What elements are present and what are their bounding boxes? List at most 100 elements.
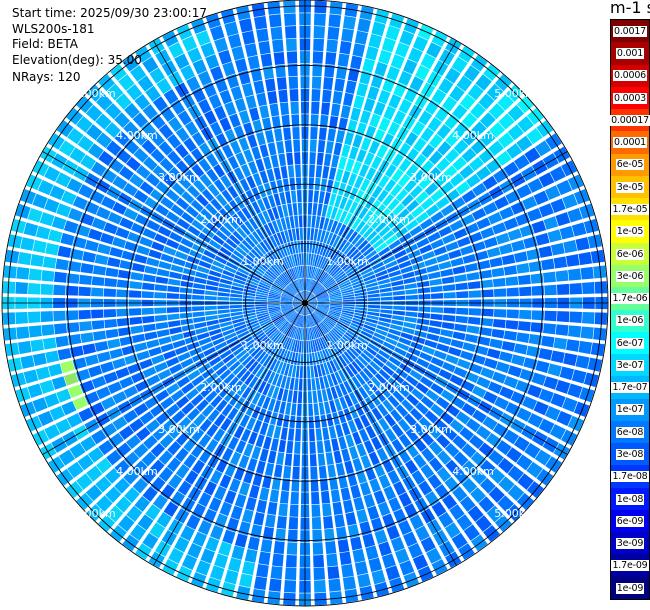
range-gate-cell [378,49,392,65]
range-gate-cell [82,343,97,355]
range-gate-cell [340,284,352,291]
range-gate-cell [37,410,54,427]
range-gate-cell [466,271,480,281]
range-gate-cell [255,228,266,241]
range-gate-cell [312,312,321,323]
range-gate-cell [352,317,365,324]
range-gate-cell [267,384,275,398]
range-gate-cell [383,105,396,121]
range-gate-cell [507,228,522,241]
range-gate-cell [398,520,413,536]
range-gate-cell [305,291,309,301]
range-gate-cell [181,191,195,204]
range-gate-cell [326,413,334,427]
range-gate-cell [186,255,200,265]
range-gate-cell [170,491,186,507]
range-gate-cell [210,265,224,273]
range-gate-cell [322,349,329,362]
range-gate-cell [533,401,549,416]
range-gate-cell [300,305,304,315]
range-gate-cell [17,251,32,266]
range-gate-cell [293,301,303,303]
range-gate-cell [298,340,302,353]
range-gate-cell [352,548,366,563]
range-gate-cell [331,267,341,277]
range-gate-cell [486,432,502,448]
range-gate-cell [287,203,293,217]
range-gate-cell [357,336,369,346]
range-gate-cell [191,163,205,178]
range-gate-cell [427,116,442,132]
range-gate-cell [449,219,464,232]
range-gate-cell [255,291,269,296]
range-gate-cell [393,110,406,125]
range-gate-cell [165,238,180,250]
range-gate-cell [243,122,254,137]
range-gate-cell [112,357,127,370]
range-gate-cell [393,481,406,496]
range-gate-cell [482,416,498,431]
range-gate-cell [388,328,402,336]
range-ring [245,243,365,363]
range-gate-cell [180,358,194,369]
range-gate-cell [269,489,280,503]
range-gate-cell [371,569,386,585]
range-gate-cell [200,548,215,564]
range-gate-cell [341,312,354,317]
range-gate-cell [478,442,494,458]
range-gate-cell [438,511,454,528]
range-gate-cell [44,198,60,213]
range-gate-cell [69,147,86,164]
range-gate-cell [488,486,505,503]
range-gate-cell [229,199,241,213]
range-gate-cell [232,230,244,242]
range-gate-cell [451,56,468,74]
range-gate-cell [293,297,303,302]
range-gate-cell [308,266,312,279]
range-gate-cell [165,403,180,417]
range-gate-cell [578,251,593,266]
range-gate-cell [313,580,326,593]
range-gate-cell [142,56,159,74]
range-gate-cell [462,342,477,352]
range-gate-cell [133,342,148,352]
range-gate-cell [58,449,76,466]
range-gate-cell [236,227,248,239]
range-gate-cell [412,169,426,184]
range-gate-cell [334,398,343,412]
range-gate-cell [464,333,479,344]
range-gate-cell [255,310,269,315]
range-gate-cell [232,249,245,260]
range-gate-cell [323,515,334,529]
range-gate-cell [205,285,219,291]
range-gate-cell [206,423,219,438]
range-gate-cell [367,293,380,298]
range-gate-cell [262,526,274,541]
range-gate-cell [355,257,367,267]
range-gate-cell [280,301,293,303]
range-gate-cell [149,522,166,539]
range-gate-cell [389,577,405,593]
range-gate-cell [299,365,303,379]
range-gate-cell [365,346,378,357]
range-gate-cell [84,354,99,367]
range-gate-cell [425,389,440,402]
range-gate-cell [283,592,296,606]
range-gate-cell [424,257,438,267]
range-gate-cell [330,489,341,503]
range-gate-cell [469,434,484,450]
range-gate-cell [27,207,43,223]
range-gate-cell [378,117,391,132]
range-gate-cell [314,310,325,319]
range-gate-cell [55,172,72,188]
range-gate-cell [403,531,418,547]
range-gate-cell [329,265,340,276]
range-gate-cell [162,559,179,576]
range-gate-cell [27,282,41,295]
range-gate-cell [44,424,61,440]
range-gate-cell [561,429,578,446]
range-gate-cell [332,90,343,105]
range-gate-cell [314,415,321,429]
range-gate-cell [341,291,355,296]
range-gate-cell [227,436,239,451]
